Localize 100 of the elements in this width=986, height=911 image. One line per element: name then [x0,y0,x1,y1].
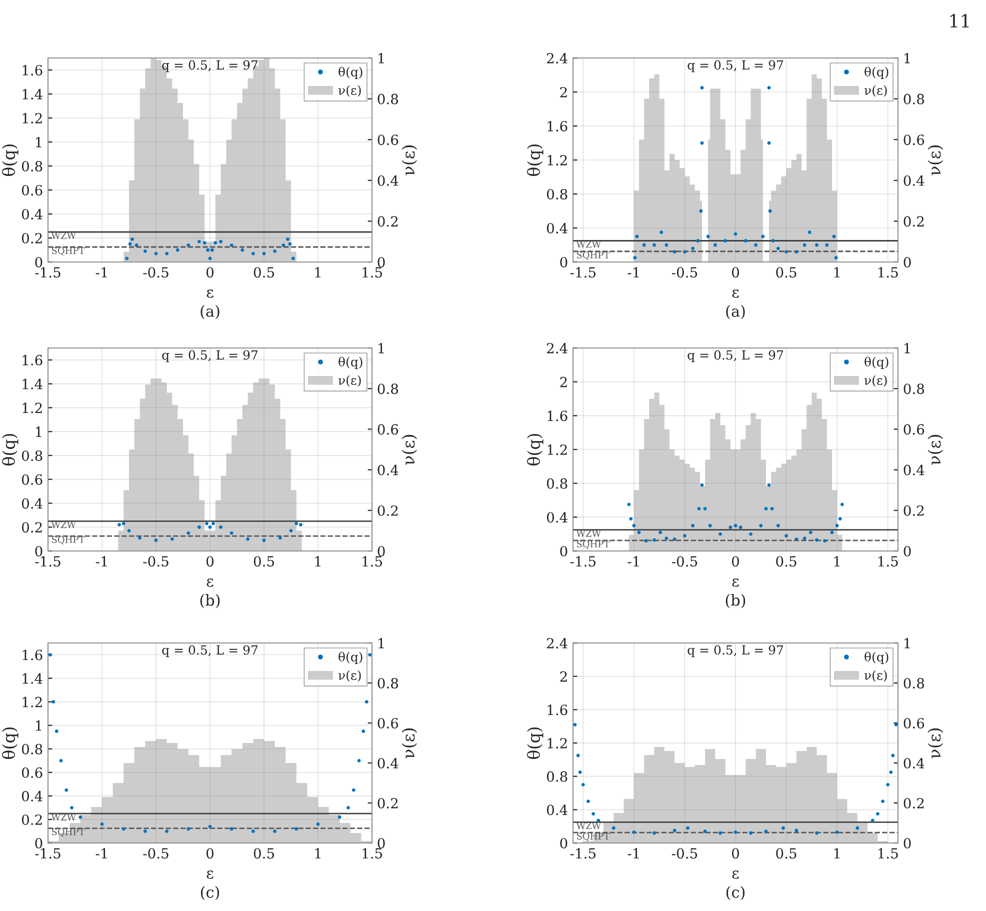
x-axis-title: ε [732,870,739,879]
point [52,700,56,704]
legend-label: ν(ε) [338,375,361,387]
point [59,758,63,762]
chart-title: q = 0.5, L = 97 [162,350,258,362]
point [186,827,190,831]
y-tick-label: 0.4 [22,790,42,802]
point [230,244,234,247]
y-tick-label: 2 [560,376,567,388]
y-tick-label: 0.2 [22,232,42,244]
y-tick-label: 1.2 [22,696,42,708]
x-tick-label: 1 [315,848,320,858]
point [208,256,212,260]
point [246,537,250,541]
point [644,539,648,543]
point [170,537,174,541]
point [219,240,222,244]
point [718,532,722,536]
ref-line-label: WZW [51,521,76,528]
point [660,230,664,234]
text: (b) [200,594,220,608]
point [230,827,234,831]
point [784,250,788,254]
legend-label: θ(q) [864,652,888,664]
point [592,812,596,816]
x-tick-label: -1 [96,267,107,278]
ref-line-label: SQHPT [52,536,85,544]
x-tick-label: 1 [834,556,840,566]
x-tick-label: -0.5 [143,267,168,278]
legend-label: θ(q) [338,356,362,369]
point [596,818,600,822]
y-tick-label: 1.2 [548,444,567,455]
x-tick-label: -1 [628,556,639,566]
point [165,830,168,833]
x-tick-label: -1.5 [35,267,60,278]
point [210,248,214,252]
point [294,522,298,526]
y2-tick-label: 1 [904,342,910,354]
y2-tick-label: 1 [378,52,384,64]
legend-label: θ(q) [338,66,362,79]
y2-tick-label: 0.6 [904,424,924,435]
x-tick-label: 0.5 [776,848,796,859]
y-tick-label: 0.4 [546,512,568,523]
ref-line-label: SQHPT [577,832,610,841]
point [70,806,74,810]
x-tick-label: 1 [834,848,840,858]
point [840,502,844,506]
x-tick-label: 1.5 [362,556,382,567]
y-tick-label: 0.2 [22,814,42,825]
point [759,524,763,528]
point [835,830,839,834]
point [697,507,701,510]
point [776,524,780,528]
point [691,246,695,250]
text: (b) [726,594,746,608]
point [154,538,158,542]
point [802,536,806,540]
point [205,522,208,526]
point [776,246,780,250]
point [633,256,637,260]
point [282,244,286,247]
point [870,818,874,822]
point [206,248,210,252]
x-tick-label: -0.5 [672,267,698,278]
point [658,530,662,534]
y-tick-label: 0.8 [546,188,568,200]
legend-label: θ(q) [864,66,888,79]
y2-axis-title: ν(ε) [402,145,417,176]
chart-title: q = 0.5, L = 97 [688,60,784,72]
y-axis-title: θ(q) [2,727,18,760]
y2-tick-label: 0.2 [904,505,924,516]
x-tick-label: -0.5 [672,848,698,859]
point [815,243,818,247]
point [134,244,138,247]
y2-tick-label: 0.6 [378,134,398,146]
x-tick-label: 1.5 [362,848,382,859]
point [734,524,738,528]
point [749,831,752,835]
x-tick-label: 1.5 [362,267,382,278]
y-tick-label: 2 [560,671,567,682]
y-tick-label: 1.6 [548,704,568,716]
x-tick-label: -1.5 [570,848,596,859]
point [784,534,788,538]
y-tick-label: 1.6 [22,650,42,660]
x-axis-title: ε [206,289,214,298]
point [683,250,686,254]
y2-axis-title: ν(ε) [928,434,943,465]
point [144,250,147,253]
point [125,256,129,260]
x-tick-label: -1 [96,848,107,858]
point [586,800,590,804]
y-axis-title: θ(q) [526,144,544,176]
y-tick-label: 2 [560,86,567,98]
y2-tick-label: 0.2 [904,798,924,808]
point [252,830,255,833]
y2-tick-label: 0.8 [378,384,398,394]
x-tick-label: -0.5 [143,556,168,567]
y-tick-label: 0.4 [546,804,568,816]
point [724,239,728,242]
point [696,239,700,242]
